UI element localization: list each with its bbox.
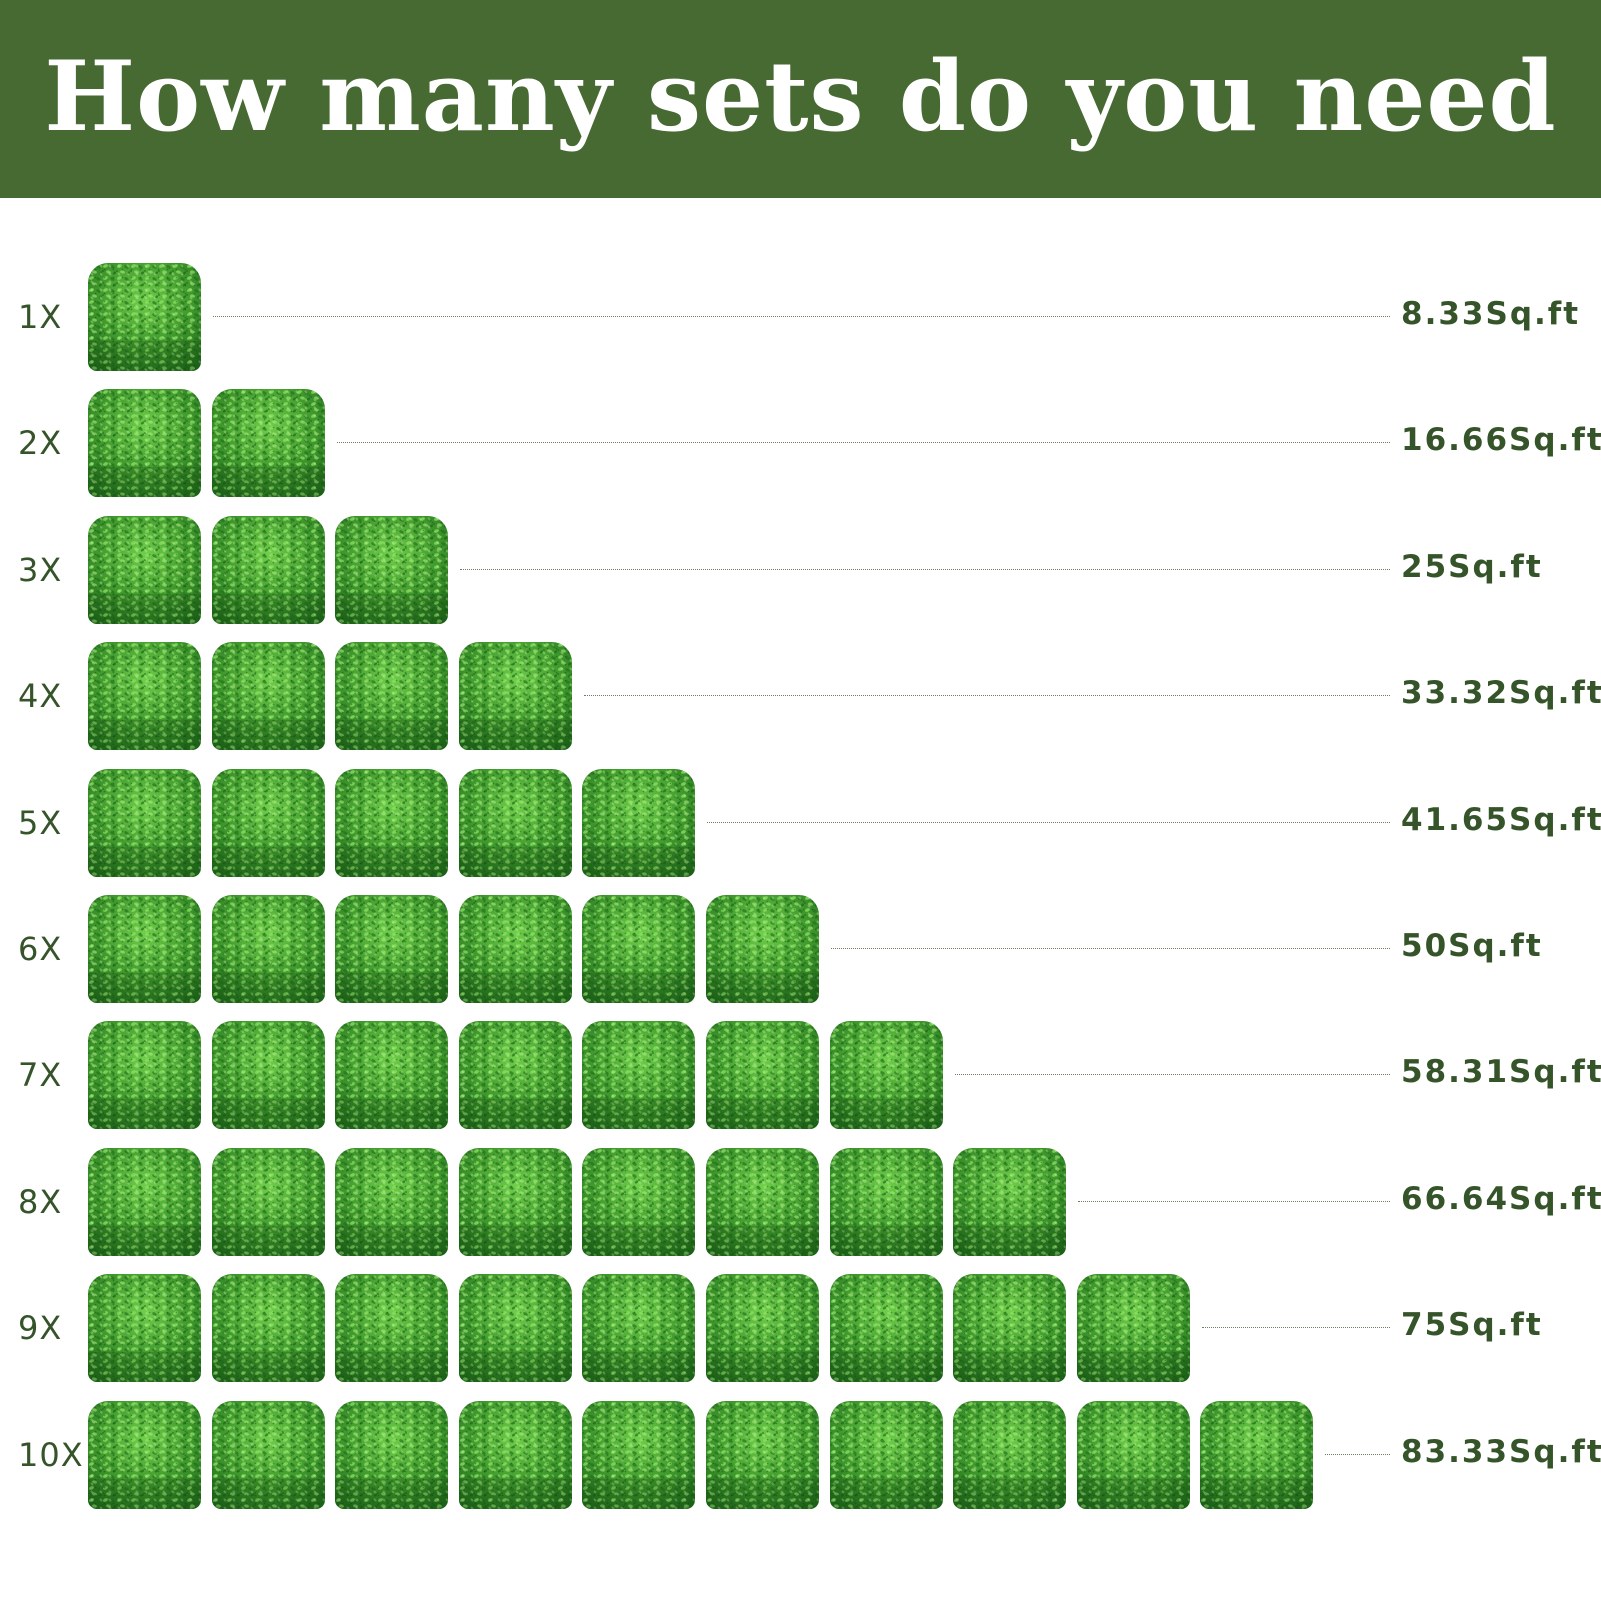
boxwood-panel-icon <box>88 642 201 751</box>
set-row: 8X 66.64Sq.ft <box>0 1146 1601 1258</box>
boxwood-panel-icon <box>829 1147 943 1256</box>
set-multiplier-label: 10X <box>18 1435 84 1474</box>
boxwood-panel-icon <box>211 895 325 1003</box>
coverage-area-value: 66.64Sq.ft <box>1401 1180 1601 1217</box>
set-row: 4X 33.32Sq.ft <box>0 640 1601 752</box>
boxwood-panel-icon <box>582 1147 696 1256</box>
coverage-area-value: 25Sq.ft <box>1401 548 1543 585</box>
boxwood-panel-icon <box>1076 1400 1190 1509</box>
set-row: 9X 75Sq.ft <box>0 1272 1601 1384</box>
boxwood-panel-icon <box>211 515 325 624</box>
boxwood-panel-icon <box>582 1021 696 1130</box>
set-row: 3X 25Sq.ft <box>0 514 1601 626</box>
boxwood-panel-icon <box>335 895 449 1003</box>
set-row: 5X 41.65Sq.ft <box>0 767 1601 879</box>
set-multiplier-label: 3X <box>18 550 63 589</box>
boxwood-panel-icon <box>582 895 696 1003</box>
header-banner: How many sets do you need <box>0 0 1601 198</box>
set-row: 7X 58.31Sq.ft <box>0 1019 1601 1131</box>
boxwood-panel-icon <box>88 1400 201 1509</box>
boxwood-panel-icon <box>706 1147 819 1256</box>
set-multiplier-label: 7X <box>18 1056 63 1095</box>
boxwood-panel-icon <box>458 895 572 1003</box>
boxwood-panel-icon <box>458 1274 572 1383</box>
boxwood-panel-icon <box>706 895 819 1003</box>
dotted-leader-line <box>1201 1327 1390 1329</box>
boxwood-panel-icon <box>88 389 201 498</box>
boxwood-panel-icon <box>458 1147 572 1256</box>
boxwood-panel-icon <box>211 1274 325 1383</box>
boxwood-panel-icon <box>953 1274 1067 1383</box>
set-row: 10X 83.33Sq.ft <box>0 1399 1601 1511</box>
boxwood-panel-icon <box>88 895 201 1003</box>
boxwood-panel-icon <box>211 642 325 751</box>
boxwood-panel-icon <box>211 389 325 498</box>
boxwood-panel-icon <box>211 1400 325 1509</box>
boxwood-panel-icon <box>335 1400 449 1509</box>
set-multiplier-label: 5X <box>18 803 63 842</box>
set-row: 1X 8.33Sq.ft <box>0 261 1601 373</box>
boxwood-panel-icon <box>211 1021 325 1130</box>
boxwood-panel-icon <box>88 263 201 371</box>
dotted-leader-line <box>954 1074 1390 1076</box>
set-multiplier-label: 2X <box>18 424 63 463</box>
set-row: 2X 16.66Sq.ft <box>0 387 1601 499</box>
boxwood-panel-icon <box>88 515 201 624</box>
dotted-leader-line <box>583 695 1390 697</box>
boxwood-panel-icon <box>1076 1274 1190 1383</box>
boxwood-panel-icon <box>458 1021 572 1130</box>
page-title: How many sets do you need <box>44 40 1557 153</box>
dotted-leader-line <box>460 568 1390 570</box>
dotted-leader-line <box>213 316 1390 317</box>
dotted-leader-line <box>1078 1200 1390 1202</box>
coverage-area-value: 58.31Sq.ft <box>1401 1054 1601 1091</box>
boxwood-panel-icon <box>88 1021 201 1130</box>
boxwood-panel-icon <box>335 1274 449 1383</box>
boxwood-panel-icon <box>88 1274 201 1383</box>
boxwood-panel-icon <box>335 642 449 751</box>
boxwood-panel-icon <box>829 1274 943 1383</box>
dotted-leader-line <box>707 821 1390 823</box>
coverage-area-value: 16.66Sq.ft <box>1401 422 1601 459</box>
set-multiplier-label: 1X <box>18 298 63 336</box>
boxwood-panel-icon <box>335 515 449 624</box>
boxwood-panel-icon <box>335 1021 449 1130</box>
boxwood-panel-icon <box>88 768 201 877</box>
dotted-leader-line <box>336 442 1390 444</box>
boxwood-panel-icon <box>88 1147 201 1256</box>
coverage-area-value: 50Sq.ft <box>1401 928 1543 964</box>
boxwood-panel-icon <box>335 1147 449 1256</box>
boxwood-panel-icon <box>706 1400 819 1509</box>
boxwood-panel-icon <box>458 768 572 877</box>
boxwood-panel-icon <box>706 1021 819 1130</box>
coverage-area-value: 33.32Sq.ft <box>1401 675 1601 712</box>
coverage-area-value: 8.33Sq.ft <box>1401 296 1581 332</box>
set-multiplier-label: 4X <box>18 677 63 716</box>
boxwood-panel-icon <box>1200 1400 1314 1509</box>
set-row: 6X 50Sq.ft <box>0 893 1601 1005</box>
boxwood-panel-icon <box>211 768 325 877</box>
boxwood-panel-icon <box>335 768 449 877</box>
dotted-leader-line <box>1325 1453 1390 1455</box>
boxwood-panel-icon <box>829 1021 943 1130</box>
boxwood-panel-icon <box>582 1274 696 1383</box>
boxwood-panel-icon <box>829 1400 943 1509</box>
set-multiplier-label: 9X <box>18 1309 63 1348</box>
coverage-area-value: 83.33Sq.ft <box>1401 1433 1601 1470</box>
boxwood-panel-icon <box>458 642 572 751</box>
boxwood-panel-icon <box>706 1274 819 1383</box>
coverage-area-value: 75Sq.ft <box>1401 1307 1543 1344</box>
boxwood-panel-icon <box>582 768 696 877</box>
boxwood-panel-icon <box>458 1400 572 1509</box>
set-multiplier-label: 8X <box>18 1182 63 1221</box>
boxwood-panel-icon <box>582 1400 696 1509</box>
boxwood-panel-icon <box>211 1147 325 1256</box>
boxwood-panel-icon <box>953 1147 1067 1256</box>
coverage-area-value: 41.65Sq.ft <box>1401 801 1601 838</box>
set-multiplier-label: 6X <box>18 930 63 968</box>
boxwood-panel-icon <box>953 1400 1067 1509</box>
dotted-leader-line <box>831 948 1390 949</box>
